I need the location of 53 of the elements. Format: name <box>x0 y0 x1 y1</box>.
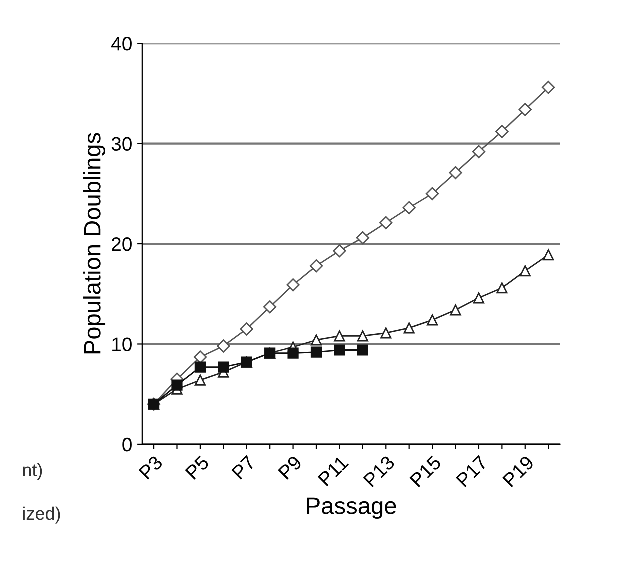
text: ized) <box>23 506 60 524</box>
point <box>356 231 370 245</box>
point <box>380 328 392 339</box>
point <box>286 278 300 292</box>
point <box>194 350 208 364</box>
y-tick-label: 10 <box>112 338 132 352</box>
y-tick-label: 20 <box>112 237 132 252</box>
point <box>310 346 322 358</box>
point <box>357 344 368 356</box>
point <box>402 201 416 215</box>
x-tick-label: P13 <box>363 455 396 488</box>
point <box>404 322 415 334</box>
y-axis-title: Population Doublings <box>84 133 106 354</box>
point <box>426 187 440 200</box>
point <box>426 314 438 326</box>
text: nt) <box>23 463 42 480</box>
x-tick-label: P19 <box>502 455 535 488</box>
point <box>543 249 554 261</box>
point <box>333 244 346 258</box>
x-tick-label: P5 <box>185 455 210 480</box>
point <box>473 292 485 304</box>
point <box>263 300 277 314</box>
point <box>450 304 462 316</box>
x-tick-label: P17 <box>456 455 488 488</box>
point <box>449 166 462 180</box>
x-axis-title: Passage <box>307 498 396 520</box>
point <box>380 216 393 230</box>
point <box>496 125 509 138</box>
point <box>334 344 346 356</box>
point <box>472 145 486 158</box>
point <box>310 334 322 346</box>
y-tick-label: 40 <box>112 37 132 51</box>
x-tick-label: P11 <box>318 455 350 486</box>
point <box>334 330 346 342</box>
point <box>217 340 230 353</box>
point <box>194 362 206 373</box>
point <box>520 266 531 277</box>
point <box>172 380 183 391</box>
point <box>310 259 324 273</box>
point <box>518 103 532 116</box>
x-tick-label: P9 <box>278 455 303 480</box>
y-tick-label: 30 <box>112 137 132 152</box>
point <box>357 330 368 342</box>
x-tick-label: P7 <box>232 455 256 480</box>
point <box>218 362 230 373</box>
point <box>496 282 508 294</box>
y-tick-label: 0 <box>122 438 132 452</box>
point <box>240 322 254 336</box>
x-tick-label: P15 <box>410 455 442 488</box>
point <box>542 81 556 94</box>
x-tick-label: P3 <box>138 455 164 480</box>
point <box>194 374 206 386</box>
point <box>288 348 299 359</box>
